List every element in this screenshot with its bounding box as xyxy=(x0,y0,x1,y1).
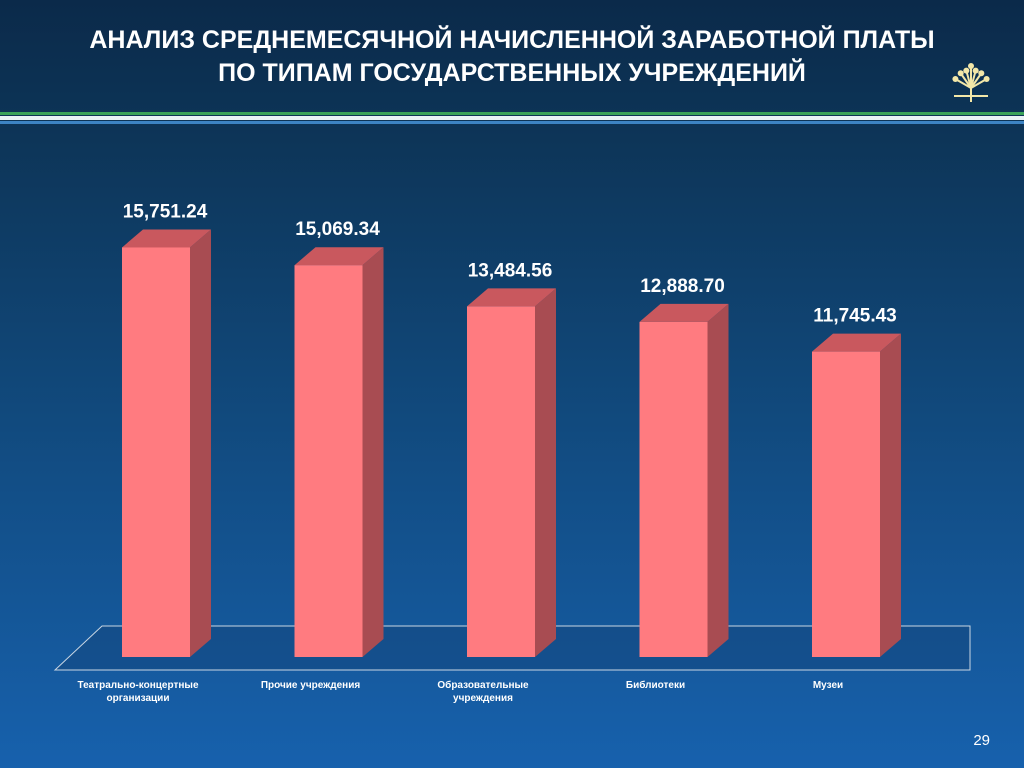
data-label: 15,069.34 xyxy=(295,219,380,240)
data-label: 12,888.70 xyxy=(640,276,725,297)
bar-top xyxy=(294,247,384,266)
bar-side xyxy=(190,229,211,657)
bar-side xyxy=(535,288,556,657)
bar xyxy=(294,247,384,658)
bar-side xyxy=(880,333,901,657)
bar-top xyxy=(639,303,729,322)
bar xyxy=(467,288,556,657)
bar-side xyxy=(362,247,384,658)
page-number: 29 xyxy=(973,732,990,749)
bar-front xyxy=(122,247,190,657)
category-label: Музеи xyxy=(813,680,843,691)
bar xyxy=(122,229,211,657)
category-label: Театрально-концертные организации xyxy=(77,680,198,704)
bar xyxy=(812,333,901,657)
category-label: Библиотеки xyxy=(626,679,685,691)
bar-top xyxy=(812,333,901,352)
bar-side xyxy=(707,303,729,657)
data-label: 15,751.24 xyxy=(123,201,208,222)
bar-top xyxy=(467,288,556,307)
slide-title-line-1: АНАЛИЗ СРЕДНЕМЕСЯЧНОЙ НАЧИСЛЕННОЙ ЗАРАБО… xyxy=(89,26,935,54)
category-label: Прочие учреждения xyxy=(261,680,361,691)
slide-title-line-2: ПО ТИПАМ ГОСУДАРСТВЕННЫХ УЧРЕЖДЕНИЙ xyxy=(218,59,806,87)
bar-top xyxy=(122,229,211,248)
stripe-green xyxy=(0,112,1024,115)
kurai-flower-icon xyxy=(952,63,990,102)
data-label: 11,745.43 xyxy=(813,306,896,327)
bar xyxy=(639,303,729,657)
data-label: 13,484.56 xyxy=(468,260,553,281)
stripe-blue xyxy=(0,121,1024,124)
bar-front xyxy=(812,351,880,657)
bar-front xyxy=(294,265,363,657)
bar-front xyxy=(467,306,535,657)
decorative-stripes xyxy=(0,110,1024,126)
stripe-white xyxy=(0,116,1024,120)
bar-front xyxy=(639,321,708,657)
category-label: Образовательные учреждения xyxy=(437,679,529,704)
slide-title: АНАЛИЗ СРЕДНЕМЕСЯЧНОЙ НАЧИСЛЕННОЙ ЗАРАБО… xyxy=(0,24,1024,90)
